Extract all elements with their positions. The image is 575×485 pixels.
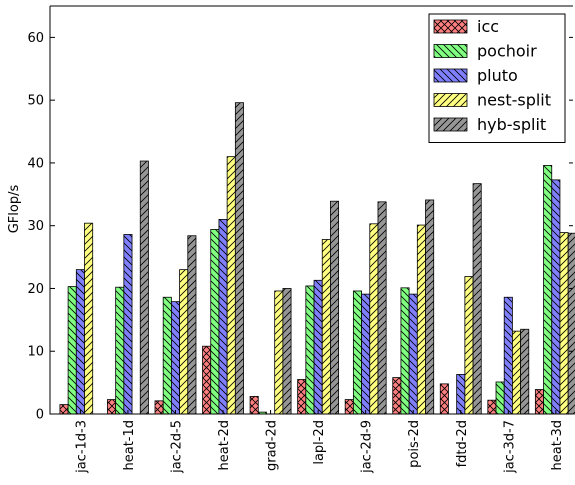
bar-icc-jac-2d-5 — [154, 400, 164, 415]
legend-swatch-nest-split — [433, 93, 468, 107]
bar-pluto-jac-3d-7 — [503, 296, 513, 415]
bar-nest-split-pois-2d — [416, 224, 426, 415]
y-tick-label: 10 — [27, 345, 44, 360]
x-tick-label: fdtd-2d — [455, 420, 470, 467]
bar-hyb-split-heat-3d — [567, 232, 575, 415]
x-tick-label: jac-2d-9 — [360, 420, 375, 474]
bar-pluto-fdtd-2d — [456, 374, 466, 415]
bar-nest-split-jac-2d-9 — [369, 223, 379, 415]
x-tick-label: jac-1d-3 — [74, 420, 89, 474]
bar-pluto-jac-2d-5 — [170, 301, 180, 415]
legend-swatch-pluto — [433, 68, 468, 83]
bar-nest-split-lapl-2d — [321, 239, 331, 415]
bar-hyb-split-heat-2d — [234, 102, 244, 415]
bar-pluto-pois-2d — [408, 293, 418, 415]
x-tick-label: heat-1d — [122, 420, 137, 471]
bar-icc-jac-3d-7 — [487, 399, 497, 415]
bar-pochoir-pois-2d — [400, 287, 410, 415]
bar-icc-pois-2d — [392, 377, 402, 415]
bar-icc-lapl-2d — [297, 379, 307, 415]
bar-hyb-split-lapl-2d — [330, 200, 340, 415]
legend-label-pluto: pluto — [477, 66, 518, 85]
legend-swatch-pochoir — [433, 44, 468, 58]
bar-icc-grad-2d — [249, 396, 259, 415]
bar-nest-split-heat-2d — [226, 156, 236, 415]
bar-pochoir-heat-1d — [115, 286, 125, 415]
bar-icc-jac-1d-3 — [59, 404, 69, 415]
legend-label-icc: icc — [477, 17, 499, 36]
bar-pluto-heat-2d — [218, 219, 228, 415]
x-tick-label: lapl-2d — [312, 420, 327, 465]
bar-pluto-jac-1d-3 — [75, 269, 85, 415]
bar-pochoir-jac-1d-3 — [67, 286, 77, 415]
axes-layer: jac-1d-3 heat-1d jac-2d-5 heat-2d grad-2d lap… — [27, 5, 573, 474]
bar-nest-split-grad-2d — [274, 290, 284, 415]
y-axis-label: GFlop/s — [7, 185, 22, 234]
y-tick-label: 30 — [27, 219, 44, 234]
bar-pluto-heat-1d — [123, 234, 133, 415]
bar-icc-heat-1d — [107, 399, 117, 415]
bar-hyb-split-pois-2d — [425, 199, 435, 415]
bar-pochoir-heat-3d — [543, 165, 553, 415]
bar-hyb-split-grad-2d — [282, 288, 292, 415]
x-tick-label: heat-2d — [217, 420, 232, 471]
bar-pluto-jac-2d-9 — [361, 293, 371, 415]
legend-label-nest-split: nest-split — [477, 91, 551, 110]
legend: icc pochoir pluto nest-split hyb-split — [428, 13, 566, 143]
x-tick-label: jac-2d-5 — [170, 420, 185, 474]
bar-pochoir-jac-2d-5 — [162, 296, 172, 415]
bar-pochoir-jac-3d-7 — [495, 381, 505, 415]
y-tick-label: 0 — [36, 408, 44, 423]
legend-swatch-hyb-split — [433, 117, 468, 132]
bar-pluto-heat-3d — [551, 179, 561, 415]
x-tick-label: heat-3d — [550, 420, 565, 471]
bar-hyb-split-jac-2d-5 — [187, 235, 197, 415]
legend-swatch-icc — [433, 19, 468, 34]
bar-icc-heat-2d — [202, 345, 212, 415]
y-tick-label: 60 — [27, 31, 44, 46]
y-tick-label: 20 — [27, 282, 44, 297]
bar-icc-heat-3d — [534, 389, 544, 415]
x-tick-label: jac-3d-7 — [502, 420, 517, 474]
bars-layer — [59, 102, 575, 415]
bar-hyb-split-jac-2d-9 — [377, 201, 387, 415]
legend-label-pochoir: pochoir — [477, 42, 537, 61]
bar-nest-split-jac-2d-5 — [179, 269, 189, 415]
x-tick-label: grad-2d — [265, 420, 280, 471]
bar-hyb-split-heat-1d — [139, 160, 149, 415]
bar-nest-split-heat-3d — [559, 232, 569, 415]
bar-hyb-split-fdtd-2d — [472, 183, 482, 415]
bar-hyb-split-jac-3d-7 — [520, 328, 530, 415]
bar-nest-split-jac-3d-7 — [512, 330, 522, 415]
bar-nest-split-fdtd-2d — [464, 276, 474, 415]
bar-pochoir-heat-2d — [210, 229, 220, 415]
bar-pochoir-jac-2d-9 — [352, 290, 362, 415]
bar-icc-jac-2d-9 — [344, 399, 354, 415]
bar-pochoir-lapl-2d — [305, 285, 315, 415]
x-tick-label: pois-2d — [407, 420, 422, 468]
bar-icc-fdtd-2d — [439, 383, 449, 415]
bar-nest-split-jac-1d-3 — [84, 222, 94, 415]
y-tick-label: 40 — [27, 156, 44, 171]
legend-label-hyb-split: hyb-split — [477, 115, 546, 134]
bar-pluto-lapl-2d — [313, 279, 323, 415]
y-tick-label: 50 — [27, 94, 44, 109]
